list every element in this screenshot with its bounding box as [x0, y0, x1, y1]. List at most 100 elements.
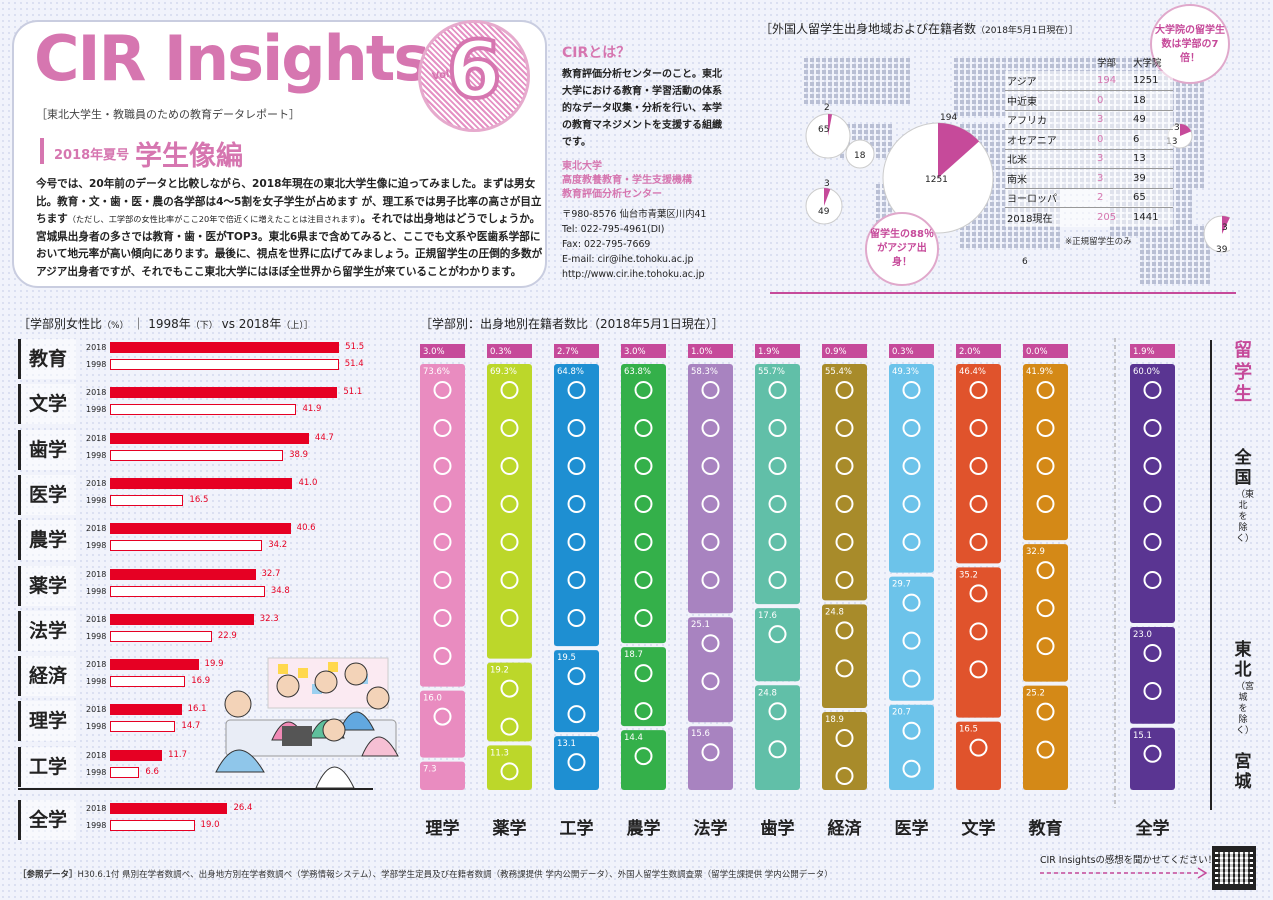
map-dot [1038, 232, 1042, 236]
map-dot [1056, 226, 1060, 230]
fax: Fax: 022-795-7669 [562, 239, 651, 250]
dept-icon [567, 495, 586, 513]
map-dot [882, 154, 886, 158]
year-2018-label: 2018 [86, 660, 107, 670]
map-dot [1140, 250, 1144, 254]
map-dot [852, 136, 856, 140]
map-dot [1188, 226, 1192, 230]
feedback-link[interactable]: CIR Insightsの感想を聞かせてください！ [1040, 855, 1218, 866]
region-col [1005, 55, 1095, 71]
map-dot [1188, 100, 1192, 104]
map-dot [810, 70, 814, 74]
map-dot [1206, 250, 1210, 254]
map-dot [1032, 226, 1036, 230]
map-dot [828, 76, 832, 80]
map-dot [978, 100, 982, 104]
issue-label: 2018年夏号 [54, 148, 130, 163]
map-dot [1194, 184, 1198, 188]
map-dot [1050, 226, 1054, 230]
map-dot [1002, 106, 1006, 110]
map-dot [1164, 226, 1168, 230]
dept-icon [902, 721, 921, 740]
bar-2018 [110, 342, 340, 353]
map-dot [1074, 58, 1078, 62]
map-dot [1188, 208, 1192, 212]
map-dot [996, 244, 1000, 248]
map-dot [900, 64, 904, 68]
map-dot [1188, 244, 1192, 248]
bar-2018 [110, 523, 291, 535]
dept-icon [500, 419, 519, 437]
students-illustration [215, 657, 399, 789]
map-dot [828, 100, 832, 104]
map-dot [870, 64, 874, 68]
map-dot [990, 88, 994, 92]
pie-undergrad-label: 3 [1174, 123, 1180, 133]
dept-icon [835, 495, 854, 513]
issue-title: 学生像編 [135, 141, 243, 172]
map-dot [996, 166, 1000, 170]
bar-1998 [110, 494, 184, 506]
dept-icon [768, 740, 787, 759]
value-1998: 34.2 [268, 540, 288, 551]
map-dot [900, 88, 904, 92]
map-dot [1068, 64, 1072, 68]
map-dot [1002, 166, 1006, 170]
map-dot [1158, 238, 1162, 242]
map-dot [1200, 148, 1204, 152]
map-dot [810, 64, 814, 68]
map-dot [1176, 202, 1180, 206]
abroad-bar [621, 344, 666, 358]
nation-segment [1023, 364, 1068, 541]
email-link[interactable]: E-mail: cir@ihe.tohoku.ac.jp [562, 254, 694, 265]
map-dot [1200, 256, 1204, 260]
map-dot [882, 196, 886, 200]
map-dot [852, 94, 856, 98]
dept-label: 薬学 [493, 818, 527, 839]
map-dot [1200, 268, 1204, 272]
reference-text: H30.6.1付 県別在学者数調べ、出身地方別在学者数調べ（学務情報システム）、… [77, 870, 833, 880]
female-title-2018-note: （上）］ [281, 321, 313, 331]
map-dot [972, 244, 976, 248]
map-dot [1074, 64, 1078, 68]
map-dot [870, 136, 874, 140]
dept-icon [768, 533, 787, 551]
map-dot [990, 130, 994, 134]
map-dot [1200, 172, 1204, 176]
abroad-bar [822, 344, 867, 358]
map-dot [1188, 232, 1192, 236]
map-dot [876, 82, 880, 86]
map-dot [870, 100, 874, 104]
dept-icon [634, 747, 653, 766]
map-dot [978, 220, 982, 224]
map-dot [954, 106, 958, 110]
map-dot [804, 100, 808, 104]
map-dot [1200, 232, 1204, 236]
abroad-bar [889, 344, 934, 358]
dept-name: 農学 [18, 520, 76, 561]
map-dot [1002, 220, 1006, 224]
website-link[interactable]: http://www.cir.ihe.tohoku.ac.jp [562, 269, 705, 280]
map-dot [1134, 226, 1138, 230]
map-dot [1140, 268, 1144, 272]
map-dot [882, 100, 886, 104]
map-dot [888, 100, 892, 104]
map-dot [1200, 100, 1204, 104]
map-dot [1188, 268, 1192, 272]
map-dot [984, 112, 988, 116]
dept-icon [701, 634, 720, 653]
map-dot [1140, 232, 1144, 236]
map-dot [864, 70, 868, 74]
map-dot [894, 70, 898, 74]
map-dot [960, 100, 964, 104]
bar-1998 [110, 585, 265, 597]
map-dot [1200, 244, 1204, 248]
map-dot [1188, 148, 1192, 152]
map-dot [1200, 88, 1204, 92]
value-1998: 22.9 [217, 630, 237, 641]
tohoku-segment [822, 604, 867, 708]
org-line-2: 高度教養教育・学生支援機構 [562, 175, 692, 186]
abroad-value: 0.9% [825, 347, 847, 357]
map-dot [1038, 64, 1042, 68]
cir-organization: 東北大学 高度教養教育・学生支援機構 教育評価分析センター [562, 160, 692, 202]
